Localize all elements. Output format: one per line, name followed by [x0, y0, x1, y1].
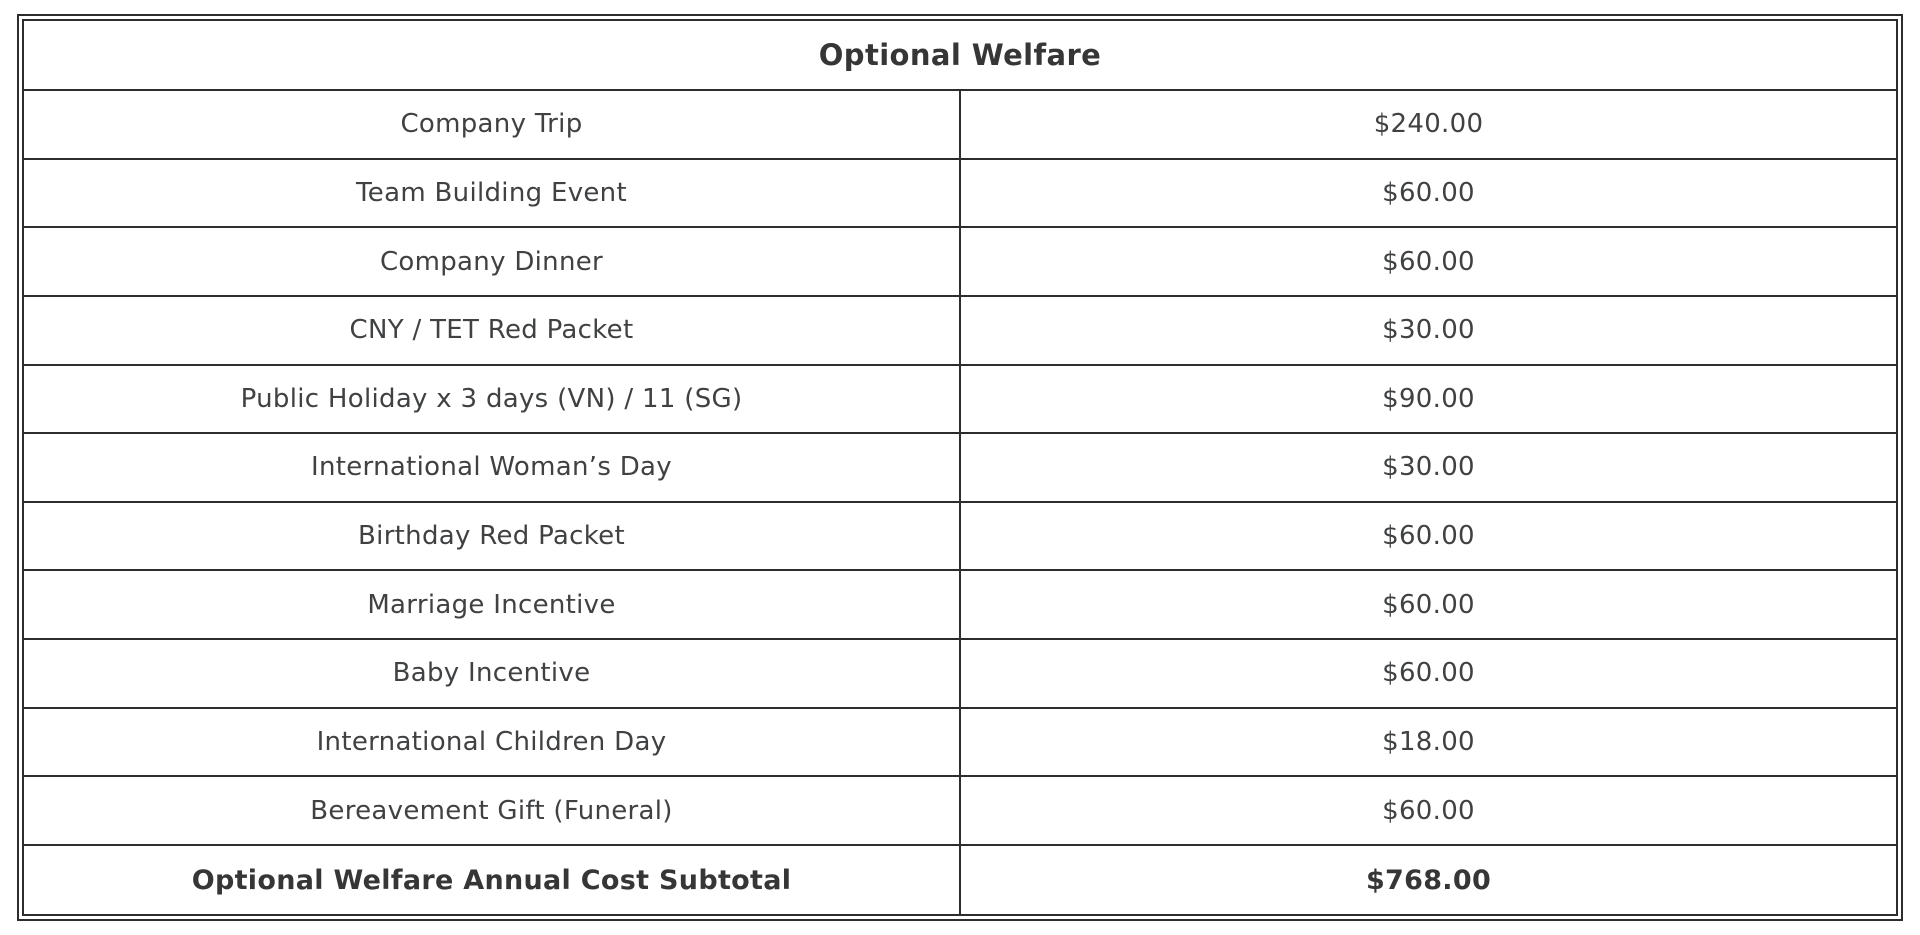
welfare-item-cost: $60.00	[959, 157, 1898, 229]
welfare-item-cost: $60.00	[959, 569, 1898, 640]
table-row: CNY / TET Red Packet $30.00	[22, 294, 1898, 366]
welfare-item-label: Birthday Red Packet	[22, 500, 961, 572]
welfare-item-cost: $60.00	[959, 775, 1898, 846]
welfare-item-label: Team Building Event	[22, 157, 961, 229]
subtotal-value: $768.00	[959, 844, 1898, 916]
welfare-item-cost: $30.00	[959, 432, 1898, 503]
table-row: International Children Day $18.00	[22, 706, 1898, 778]
welfare-item-cost: $60.00	[959, 500, 1898, 572]
table-row: Birthday Red Packet $60.00	[22, 500, 1898, 572]
welfare-item-cost: $30.00	[959, 294, 1898, 366]
welfare-item-cost: $240.00	[959, 89, 1898, 160]
welfare-item-label: Bereavement Gift (Funeral)	[22, 775, 961, 846]
welfare-item-cost: $90.00	[959, 363, 1898, 435]
welfare-item-label: International Children Day	[22, 706, 961, 778]
welfare-item-label: Company Dinner	[22, 226, 961, 297]
table-row: Baby Incentive $60.00	[22, 638, 1898, 709]
welfare-item-cost: $18.00	[959, 706, 1898, 778]
table-row: Company Trip $240.00	[22, 89, 1898, 160]
welfare-item-label: Company Trip	[22, 89, 961, 160]
welfare-item-cost: $60.00	[959, 638, 1898, 709]
table-title-row: Optional Welfare	[22, 19, 1898, 91]
table-row: Team Building Event $60.00	[22, 157, 1898, 229]
welfare-item-label: CNY / TET Red Packet	[22, 294, 961, 366]
subtotal-label: Optional Welfare Annual Cost Subtotal	[22, 844, 961, 916]
table-title: Optional Welfare	[22, 19, 1898, 91]
table-row: International Woman’s Day $30.00	[22, 432, 1898, 503]
welfare-item-label: Baby Incentive	[22, 638, 961, 709]
optional-welfare-table-frame: Optional Welfare Company Trip $240.00 Te…	[17, 14, 1903, 921]
welfare-item-label: International Woman’s Day	[22, 432, 961, 503]
welfare-item-label: Public Holiday x 3 days (VN) / 11 (SG)	[22, 363, 961, 435]
optional-welfare-table: Optional Welfare Company Trip $240.00 Te…	[22, 19, 1898, 916]
table-row: Company Dinner $60.00	[22, 226, 1898, 297]
welfare-item-label: Marriage Incentive	[22, 569, 961, 640]
table-row: Bereavement Gift (Funeral) $60.00	[22, 775, 1898, 846]
subtotal-row: Optional Welfare Annual Cost Subtotal $7…	[22, 844, 1898, 916]
welfare-item-cost: $60.00	[959, 226, 1898, 297]
table-row: Public Holiday x 3 days (VN) / 11 (SG) $…	[22, 363, 1898, 435]
table-row: Marriage Incentive $60.00	[22, 569, 1898, 640]
